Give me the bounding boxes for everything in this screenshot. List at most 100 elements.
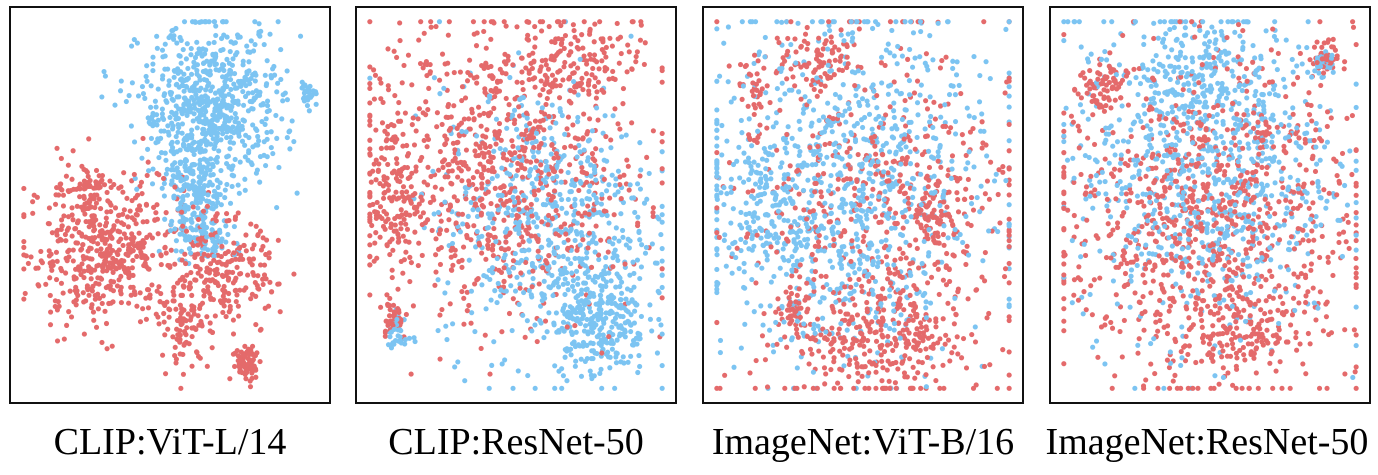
point-red bbox=[855, 370, 861, 376]
point-blue bbox=[484, 274, 490, 280]
point-red bbox=[923, 346, 929, 352]
point-red bbox=[79, 233, 85, 239]
point-red bbox=[523, 127, 530, 134]
point-blue bbox=[862, 268, 868, 274]
point-blue bbox=[588, 355, 595, 362]
point-red bbox=[220, 293, 226, 299]
point-blue bbox=[883, 47, 889, 53]
point-red bbox=[46, 221, 52, 227]
point-red bbox=[227, 376, 233, 382]
point-red bbox=[482, 332, 488, 338]
point-red bbox=[433, 236, 439, 242]
point-blue bbox=[452, 364, 458, 370]
point-red bbox=[474, 74, 480, 80]
point-red bbox=[485, 232, 491, 238]
point-red bbox=[212, 313, 218, 319]
point-red bbox=[49, 230, 55, 236]
point-blue bbox=[204, 234, 210, 240]
point-red bbox=[111, 260, 117, 266]
point-red bbox=[1006, 385, 1012, 391]
point-red bbox=[107, 233, 113, 239]
point-red bbox=[123, 235, 129, 241]
point-blue bbox=[411, 335, 417, 341]
point-red bbox=[207, 278, 214, 284]
point-red bbox=[517, 285, 523, 291]
point-red bbox=[761, 65, 767, 71]
point-red bbox=[616, 60, 622, 66]
point-blue bbox=[827, 27, 833, 34]
point-red bbox=[381, 208, 387, 215]
point-blue bbox=[508, 283, 514, 289]
point-blue bbox=[948, 175, 954, 181]
point-red bbox=[523, 227, 529, 233]
point-red bbox=[753, 280, 759, 286]
point-red bbox=[591, 39, 597, 45]
point-blue bbox=[945, 19, 951, 25]
point-red bbox=[540, 265, 546, 271]
point-blue bbox=[284, 68, 290, 74]
point-blue bbox=[636, 229, 642, 235]
point-red bbox=[116, 261, 122, 267]
point-red bbox=[81, 256, 87, 262]
point-blue bbox=[575, 275, 581, 281]
point-red bbox=[121, 170, 127, 176]
point-red bbox=[25, 260, 31, 266]
point-blue bbox=[516, 50, 522, 56]
point-red bbox=[530, 135, 537, 141]
point-blue bbox=[178, 60, 184, 66]
point-blue bbox=[771, 143, 777, 149]
point-blue bbox=[603, 264, 609, 270]
point-red bbox=[48, 309, 54, 315]
point-red bbox=[767, 99, 773, 106]
point-blue bbox=[168, 90, 175, 96]
point-red bbox=[367, 253, 373, 259]
point-red bbox=[901, 307, 907, 313]
point-blue bbox=[613, 176, 619, 182]
point-red bbox=[49, 267, 55, 273]
point-red bbox=[914, 326, 920, 332]
point-blue bbox=[282, 90, 288, 96]
point-red bbox=[131, 235, 137, 241]
point-blue bbox=[208, 156, 214, 162]
point-blue bbox=[915, 112, 921, 118]
point-red bbox=[912, 375, 918, 381]
point-blue bbox=[184, 112, 190, 118]
point-red bbox=[248, 221, 254, 227]
point-blue bbox=[199, 53, 205, 59]
point-blue bbox=[562, 354, 568, 360]
point-red bbox=[516, 206, 522, 212]
point-blue bbox=[582, 270, 589, 276]
point-blue bbox=[613, 284, 619, 290]
point-blue bbox=[565, 287, 571, 293]
point-red bbox=[829, 39, 835, 45]
point-red bbox=[914, 245, 920, 252]
point-blue bbox=[217, 192, 223, 198]
point-red bbox=[408, 371, 414, 377]
point-blue bbox=[279, 116, 285, 122]
point-red bbox=[375, 168, 381, 175]
point-red bbox=[618, 195, 624, 202]
point-blue bbox=[779, 80, 785, 86]
point-red bbox=[580, 136, 586, 142]
point-blue bbox=[485, 99, 491, 105]
point-red bbox=[48, 251, 54, 257]
point-blue bbox=[780, 246, 786, 252]
point-blue bbox=[242, 142, 248, 148]
point-red bbox=[830, 346, 836, 353]
point-blue bbox=[474, 213, 481, 220]
point-blue bbox=[162, 41, 168, 47]
point-blue bbox=[208, 205, 215, 211]
point-blue bbox=[613, 225, 619, 231]
point-red bbox=[481, 19, 487, 25]
point-red bbox=[186, 341, 192, 347]
point-blue bbox=[139, 84, 146, 90]
point-red bbox=[433, 23, 439, 30]
point-blue bbox=[724, 138, 730, 144]
point-blue bbox=[191, 111, 197, 117]
point-red bbox=[826, 58, 832, 64]
point-red bbox=[659, 139, 665, 145]
point-red bbox=[425, 106, 431, 113]
point-blue bbox=[220, 97, 226, 103]
point-blue bbox=[845, 101, 851, 107]
point-blue bbox=[219, 74, 226, 80]
